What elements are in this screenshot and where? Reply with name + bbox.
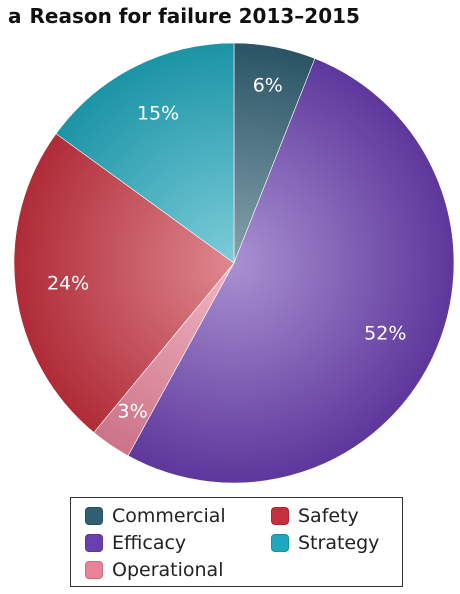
legend-item-commercial: Commercial	[85, 505, 226, 527]
pie-label-efficacy: 52%	[364, 323, 406, 345]
legend: Commercial Safety Efficacy Strategy Oper…	[70, 497, 403, 587]
legend-swatch-efficacy	[85, 534, 103, 552]
legend-swatch-operational	[85, 561, 103, 579]
pie-label-operational: 3%	[118, 401, 148, 423]
pie-label-commercial: 6%	[253, 74, 283, 96]
chart-title: a Reason for failure 2013–2015	[8, 4, 360, 28]
chart-title-text: Reason for failure 2013–2015	[29, 4, 360, 28]
pie-label-safety: 24%	[47, 273, 89, 295]
panel-label: a	[8, 4, 22, 28]
legend-label-commercial: Commercial	[112, 505, 226, 527]
legend-item-operational: Operational	[85, 559, 223, 581]
legend-swatch-commercial	[85, 507, 103, 525]
legend-item-safety: Safety	[271, 505, 359, 527]
legend-label-safety: Safety	[298, 505, 359, 527]
legend-label-strategy: Strategy	[298, 532, 380, 554]
legend-label-operational: Operational	[112, 559, 224, 581]
pie-slice-efficacy	[127, 58, 455, 484]
legend-item-strategy: Strategy	[271, 532, 379, 554]
pie-label-strategy: 15%	[137, 103, 179, 125]
pie-slice-strategy	[55, 42, 235, 264]
legend-swatch-strategy	[271, 534, 289, 552]
legend-swatch-safety	[271, 507, 289, 525]
legend-label-efficacy: Efficacy	[112, 532, 187, 554]
pie-slice-safety	[13, 133, 235, 433]
legend-item-efficacy: Efficacy	[85, 532, 186, 554]
